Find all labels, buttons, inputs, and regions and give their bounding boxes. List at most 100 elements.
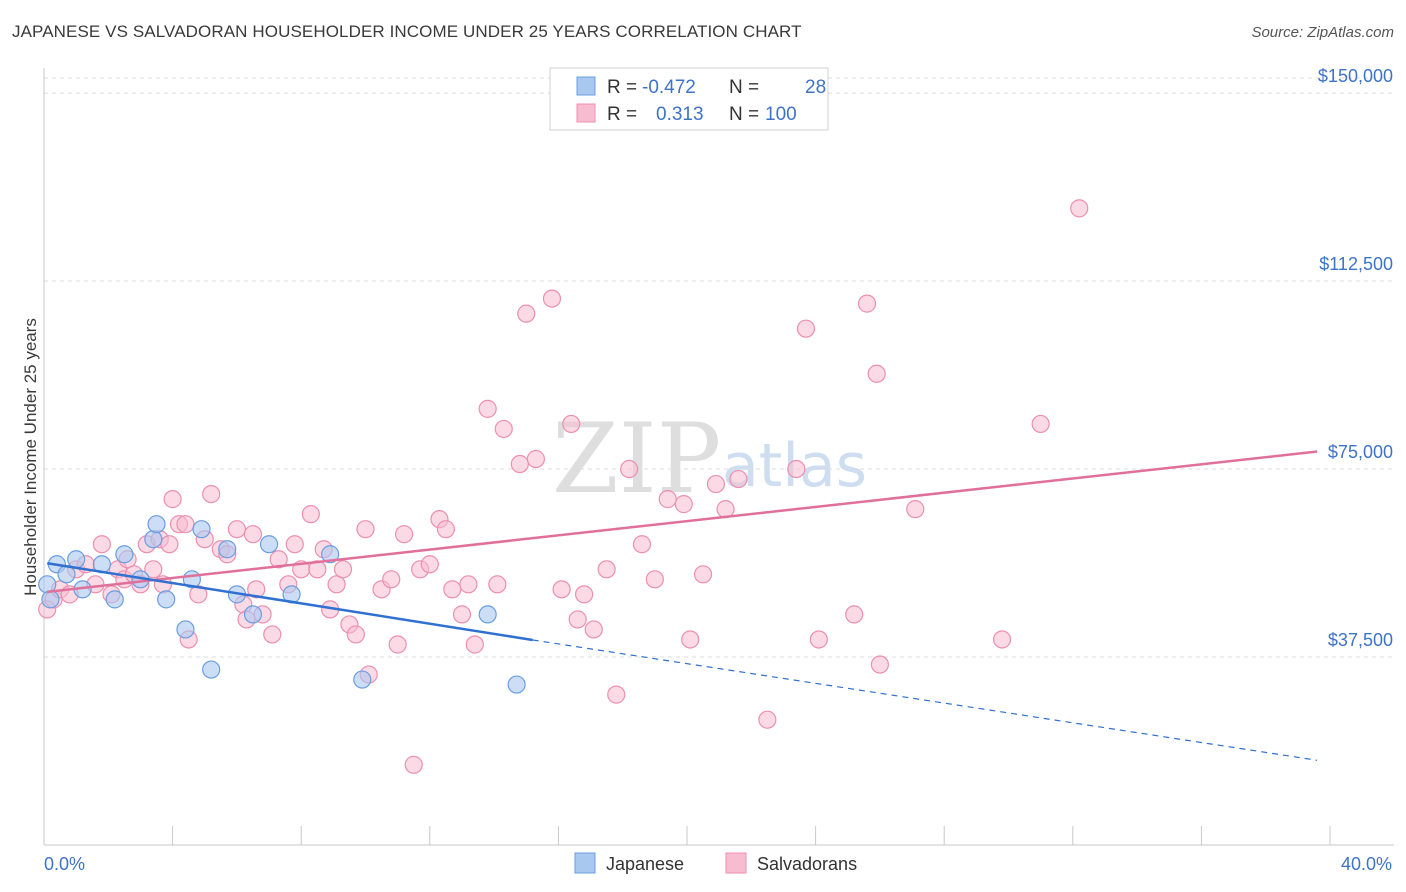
stats-r-value-japanese: -0.472	[642, 77, 696, 98]
salvadoran-point	[443, 580, 462, 599]
x-tick-labels: 0.0% 40.0%	[44, 854, 1392, 874]
salvadoran-point	[494, 419, 513, 439]
legend-label-salvadorans: Salvadorans	[757, 854, 857, 874]
salvadoran-point	[163, 490, 182, 509]
salvadoran-point	[394, 525, 414, 544]
salvadoran-point	[356, 520, 375, 539]
y-tick-label: $112,500	[1319, 254, 1393, 274]
salvadoran-point	[552, 580, 571, 599]
salvadoran-point	[269, 550, 288, 569]
japanese-point	[105, 590, 124, 609]
salvadoran-point	[452, 605, 472, 624]
salvadoran-point	[420, 555, 439, 574]
salvadoran-point	[867, 364, 886, 383]
salvadoran-point	[584, 620, 603, 639]
salvadoran-point	[333, 560, 353, 579]
salvadoran-point	[607, 685, 626, 704]
y-tick-label: $75,000	[1328, 442, 1393, 462]
salvadoran-point	[144, 560, 163, 579]
y-axis-label: Householder Income Under 25 years	[21, 318, 40, 596]
salvadoran-point	[92, 535, 111, 554]
salvadoran-point	[845, 605, 864, 624]
stats-n-label-salvadorans: N =	[729, 104, 759, 125]
salvadoran-point	[176, 515, 195, 534]
salvadoran-point	[787, 459, 806, 479]
salvadoran-point	[597, 560, 616, 579]
salvadoran-point	[729, 469, 748, 489]
chart-source: Source: ZipAtlas.com	[1251, 24, 1394, 41]
japanese-trend-extension	[532, 639, 1318, 761]
stats-swatch-japanese	[576, 76, 596, 96]
legend-label-japanese: Japanese	[606, 854, 684, 874]
salvadoran-point	[160, 535, 179, 554]
salvadoran-point	[857, 294, 877, 313]
y-tick-labels: $37,500 $75,000 $112,500 $150,000	[1318, 66, 1393, 650]
japanese-point	[218, 540, 237, 559]
salvadoran-point	[542, 289, 562, 308]
salvadoran-point	[263, 625, 282, 644]
salvadoran-point	[465, 635, 484, 654]
japanese-point	[67, 550, 86, 569]
x-tick-marks	[172, 826, 1331, 845]
salvadoran-point	[645, 570, 664, 589]
salvadoran-point	[285, 535, 304, 554]
salvadoran-point	[906, 500, 925, 519]
salvadoran-point	[796, 319, 816, 338]
japanese-point	[144, 530, 163, 549]
salvadoran-point	[327, 575, 346, 594]
salvadoran-point	[992, 630, 1012, 649]
japanese-point	[321, 545, 340, 564]
stats-r-value-salvadorans: 0.313	[656, 104, 704, 125]
legend-swatch-japanese	[574, 852, 596, 874]
salvadoran-point	[436, 520, 455, 539]
salvadoran-point	[575, 585, 594, 604]
salvadoran-point	[517, 304, 536, 323]
salvadoran-point	[870, 655, 890, 674]
salvadoran-point	[681, 630, 700, 649]
salvadoran-point	[189, 585, 208, 604]
salvadoran-point	[632, 535, 652, 554]
salvadoran-point	[388, 635, 407, 654]
japanese-point	[147, 515, 166, 534]
salvadoran-point	[1031, 414, 1050, 434]
salvadoran-trend-line	[47, 450, 1318, 594]
x-tick-label: 0.0%	[44, 854, 85, 874]
salvadoran-point	[526, 449, 545, 469]
salvadoran-point	[758, 710, 777, 729]
salvadoran-point	[301, 505, 320, 524]
y-tick-label: $37,500	[1328, 630, 1393, 650]
watermark: ZIP atlas	[552, 403, 867, 515]
salvadoran-point	[247, 580, 266, 599]
salvadoran-point	[562, 414, 581, 434]
japanese-point	[259, 535, 279, 554]
chart-title: JAPANESE VS SALVADORAN HOUSEHOLDER INCOM…	[12, 22, 802, 41]
stats-r-label-japanese: R =	[607, 77, 637, 98]
salvadoran-point	[693, 565, 713, 584]
series-salvadorans	[38, 199, 1089, 774]
japanese-point	[353, 670, 372, 689]
legend-swatch-salvadorans	[725, 852, 747, 874]
salvadoran-point	[478, 399, 497, 418]
salvadoran-point	[658, 490, 677, 509]
japanese-point	[115, 545, 134, 564]
japanese-point	[507, 675, 526, 694]
stats-n-value-japanese: 28	[805, 77, 826, 98]
stats-r-label-salvadorans: R =	[607, 104, 637, 125]
salvadoran-point	[382, 570, 401, 589]
japanese-point	[176, 620, 195, 639]
salvadoran-point	[404, 755, 423, 774]
salvadoran-point	[243, 525, 263, 544]
salvadoran-point	[620, 459, 639, 479]
legend: Japanese Salvadorans	[574, 852, 857, 874]
salvadoran-point	[809, 630, 828, 649]
japanese-point	[192, 520, 211, 539]
y-tick-label: $150,000	[1318, 66, 1393, 86]
salvadoran-point	[510, 454, 529, 474]
watermark-zip: ZIP	[552, 403, 721, 515]
salvadoran-point	[459, 575, 478, 594]
salvadoran-point	[568, 610, 587, 629]
japanese-point	[202, 660, 221, 679]
japanese-trend-line	[47, 562, 533, 642]
japanese-point	[157, 590, 176, 609]
